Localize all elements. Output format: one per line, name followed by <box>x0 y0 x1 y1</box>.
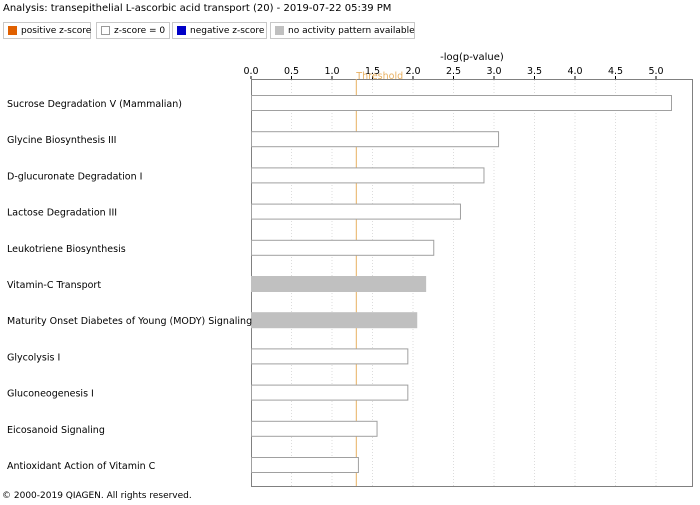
analysis-title: Analysis: transepithelial L-ascorbic aci… <box>3 3 392 14</box>
threshold-label: Threshold <box>355 71 403 82</box>
bar <box>251 420 378 437</box>
legend-swatch-negative <box>177 26 186 35</box>
x-tick-label: 2.0 <box>405 66 420 77</box>
category-label: Maturity Onset Diabetes of Young (MODY) … <box>7 316 252 327</box>
legend-positive-zscore: positive z-score <box>3 22 91 39</box>
category-label: Leukotriene Biosynthesis <box>7 244 126 255</box>
category-label: Glycolysis I <box>7 352 60 363</box>
category-label: Glycine Biosynthesis III <box>7 135 117 146</box>
x-tick-label: 0.0 <box>243 66 258 77</box>
legend-label-no-activity: no activity pattern available <box>288 26 415 36</box>
x-tick-label: 0.5 <box>284 66 299 77</box>
bar <box>251 95 672 111</box>
copyright-footer: © 2000-2019 QIAGEN. All rights reserved. <box>2 491 192 501</box>
legend-swatch-positive <box>8 26 17 35</box>
bar <box>251 239 435 256</box>
legend-label-positive: positive z-score <box>21 26 92 36</box>
legend-label-zero: z-score = 0 <box>114 26 166 36</box>
bar <box>251 348 409 365</box>
x-tick-label: 3.0 <box>486 66 501 77</box>
category-label: Sucrose Degradation V (Mammalian) <box>7 99 182 110</box>
legend-zero-zscore: z-score = 0 <box>96 22 170 39</box>
legend-label-negative: negative z-score <box>190 26 265 36</box>
x-tick-label: 1.0 <box>324 66 339 77</box>
category-label: D-glucuronate Degradation I <box>7 171 142 182</box>
legend-swatch-no-activity <box>275 26 284 35</box>
x-axis-title: -log(p-value) <box>440 52 504 63</box>
bar <box>251 312 418 329</box>
category-label: Gluconeogenesis I <box>7 389 94 400</box>
x-tick-label: 4.0 <box>567 66 582 77</box>
x-tick-label: 5.0 <box>648 66 663 77</box>
category-label: Antioxidant Action of Vitamin C <box>7 461 156 472</box>
bar <box>251 276 427 292</box>
x-tick-label: 2.5 <box>446 66 461 77</box>
bar <box>251 457 359 473</box>
x-tick-label: 3.5 <box>527 66 542 77</box>
bar <box>251 131 500 148</box>
bar <box>251 203 461 220</box>
legend-no-activity: no activity pattern available <box>270 22 415 39</box>
bar <box>251 384 409 401</box>
legend-negative-zscore: negative z-score <box>172 22 267 39</box>
x-tick-label: 4.5 <box>608 66 623 77</box>
category-label: Lactose Degradation III <box>7 208 117 219</box>
bar <box>251 167 485 184</box>
legend-swatch-zero <box>101 26 110 35</box>
category-label: Vitamin-C Transport <box>7 280 101 291</box>
category-label: Eicosanoid Signaling <box>7 425 105 436</box>
x-tick-label: 1.5 <box>365 66 380 77</box>
